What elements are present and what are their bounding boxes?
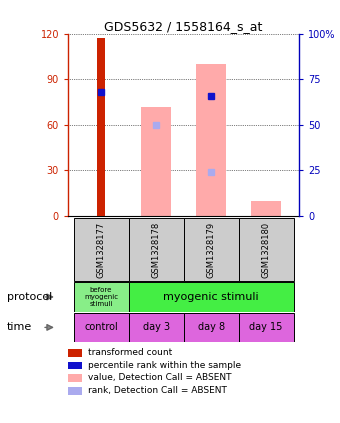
Bar	[196, 64, 226, 216]
Text: before
myogenic
stimuli: before myogenic stimuli	[84, 287, 118, 307]
Text: day 15: day 15	[250, 322, 283, 332]
Bar	[73, 218, 129, 281]
Text: day 3: day 3	[142, 322, 170, 332]
Bar	[73, 313, 129, 342]
Bar	[129, 218, 184, 281]
Text: value, Detection Call = ABSENT: value, Detection Call = ABSENT	[88, 373, 232, 382]
Bar	[239, 313, 294, 342]
Bar	[97, 38, 105, 216]
Bar	[129, 282, 294, 312]
Text: time: time	[7, 322, 32, 332]
Bar	[73, 282, 129, 312]
Text: percentile rank within the sample: percentile rank within the sample	[88, 360, 241, 370]
Text: GSM1328180: GSM1328180	[262, 222, 271, 277]
Bar	[184, 218, 239, 281]
Text: control: control	[84, 322, 118, 332]
Bar	[129, 313, 184, 342]
Text: GSM1328177: GSM1328177	[97, 222, 105, 277]
Bar	[184, 313, 239, 342]
Title: GDS5632 / 1558164_s_at: GDS5632 / 1558164_s_at	[104, 20, 263, 33]
Bar	[141, 107, 171, 216]
Text: rank, Detection Call = ABSENT: rank, Detection Call = ABSENT	[88, 386, 227, 395]
Text: myogenic stimuli: myogenic stimuli	[163, 292, 259, 302]
Text: GSM1328179: GSM1328179	[207, 222, 216, 277]
Text: day 8: day 8	[198, 322, 225, 332]
Text: protocol: protocol	[7, 292, 52, 302]
Bar	[239, 218, 294, 281]
Bar	[251, 201, 281, 216]
Text: GSM1328178: GSM1328178	[152, 222, 160, 277]
Text: transformed count: transformed count	[88, 348, 173, 357]
